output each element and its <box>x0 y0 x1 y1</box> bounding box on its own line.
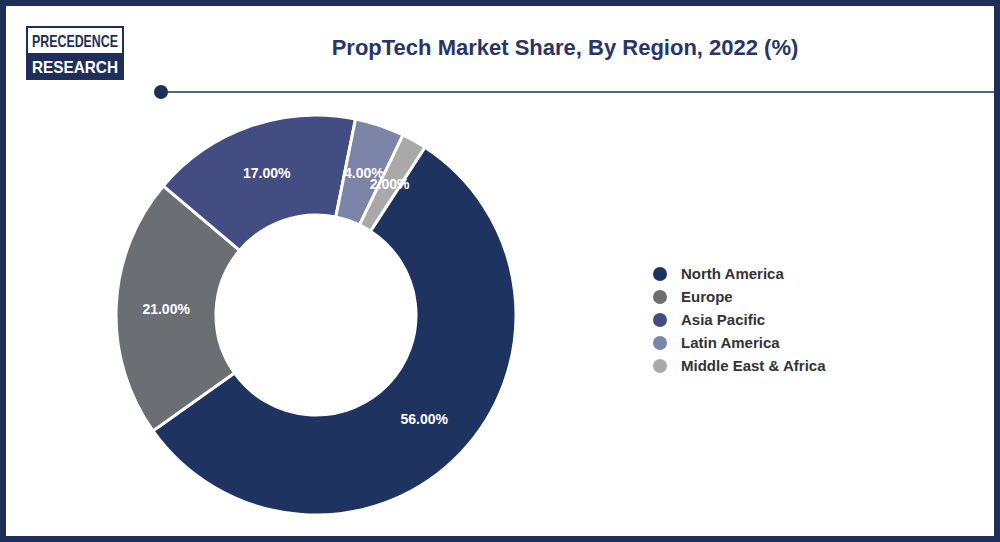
legend: North America Europe Asia Pacific Latin Ame… <box>653 265 826 374</box>
legend-label: Europe <box>681 288 733 305</box>
frame <box>3 3 997 539</box>
chart-title: PropTech Market Share, By Region, 2022 (… <box>332 35 799 60</box>
donut: 56.00%21.00%17.00%4.00%2.00% <box>116 115 516 515</box>
data-label: 56.00% <box>401 411 449 427</box>
legend-swatch <box>653 313 667 327</box>
legend-swatch <box>653 290 667 304</box>
logo: PRECEDENCE RESEARCH <box>27 27 123 79</box>
legend-item: Europe <box>653 288 733 305</box>
legend-item: North America <box>653 265 784 282</box>
legend-label: North America <box>681 265 784 282</box>
legend-swatch <box>653 267 667 281</box>
title-rule <box>160 91 997 93</box>
legend-item: Middle East & Africa <box>653 357 826 374</box>
data-label: 2.00% <box>370 176 410 192</box>
legend-label: Middle East & Africa <box>681 357 826 374</box>
legend-item: Latin America <box>653 334 780 351</box>
legend-label: Asia Pacific <box>681 311 765 328</box>
slice <box>360 135 425 231</box>
data-label: 21.00% <box>142 301 190 317</box>
title-rule-dot <box>154 85 168 99</box>
logo-text: RESEARCH <box>32 58 118 77</box>
legend-swatch <box>653 336 667 350</box>
legend-label: Latin America <box>681 334 780 351</box>
data-label: 17.00% <box>243 165 291 181</box>
legend-swatch <box>653 359 667 373</box>
chart-canvas: PRECEDENCE RESEARCH PropTech Market Share,… <box>0 0 1000 542</box>
logo-text: PRECEDENCE <box>32 32 118 51</box>
logo-band <box>27 53 123 79</box>
legend-item: Asia Pacific <box>653 311 765 328</box>
logo-box <box>27 27 123 79</box>
slice <box>163 115 355 250</box>
